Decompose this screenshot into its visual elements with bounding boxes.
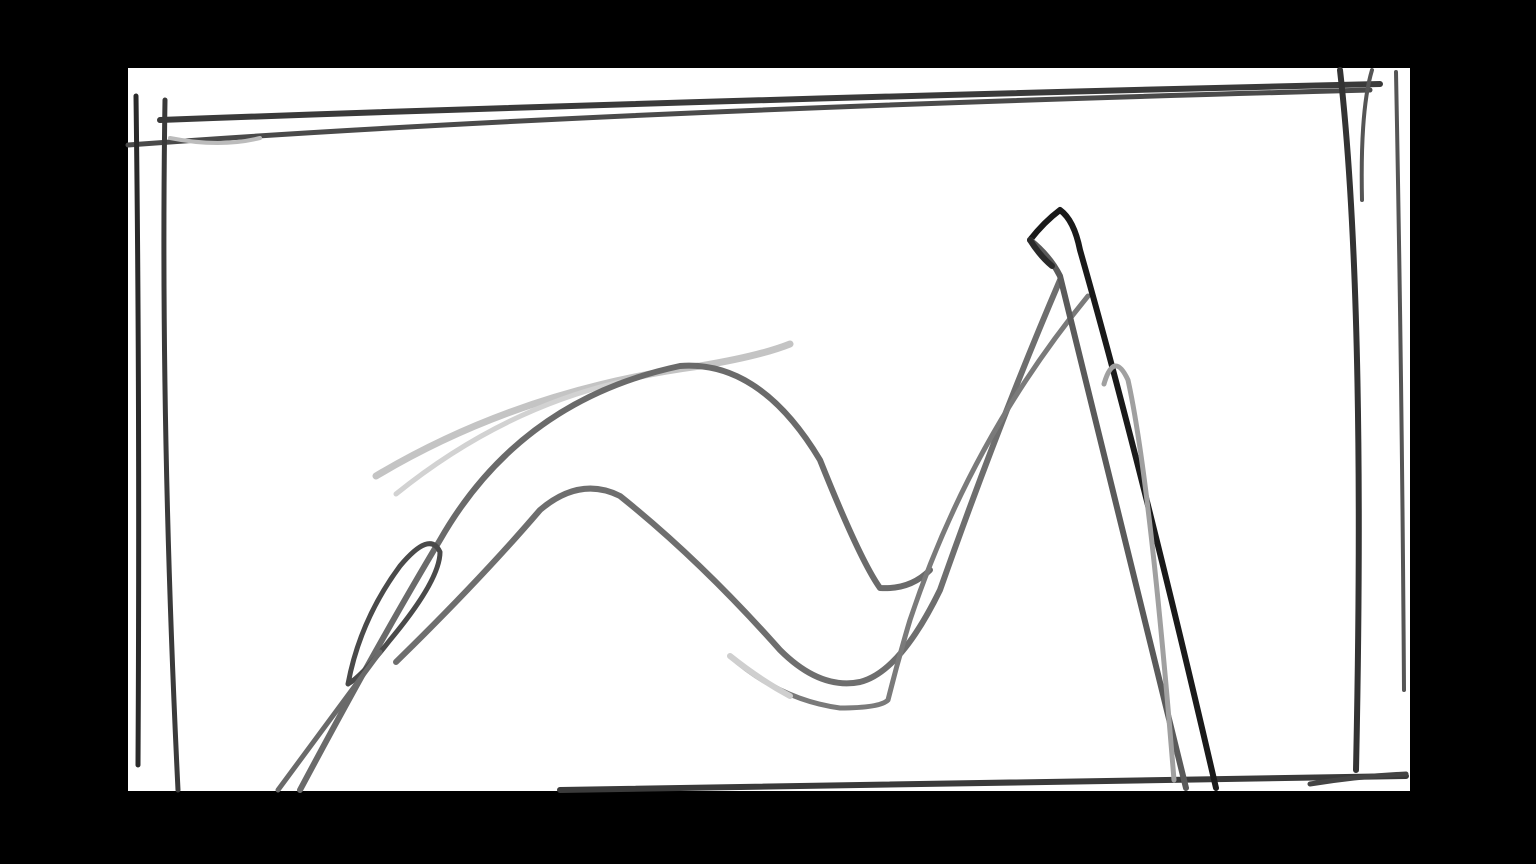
drawing-canvas[interactable] [128,68,1410,791]
